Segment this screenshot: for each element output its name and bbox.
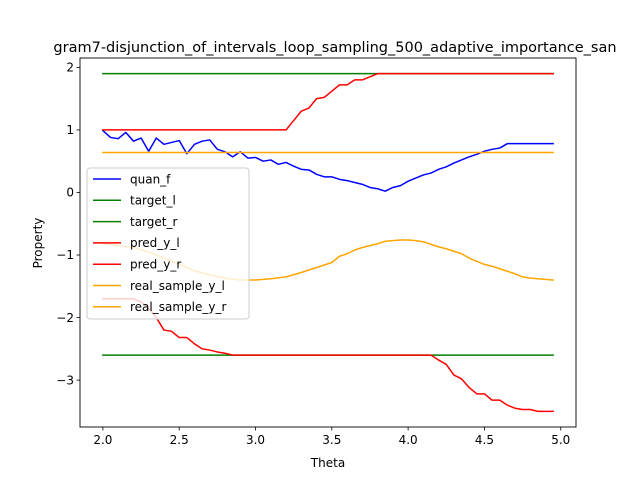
legend: quan_f target_l target_r pred_y_l pred_y_rre… bbox=[86, 167, 250, 320]
x-tick-label: 4.0 bbox=[399, 433, 418, 447]
x-tick-label: 3.0 bbox=[246, 433, 265, 447]
legend-label: target_l bbox=[130, 194, 176, 208]
x-tick-label: 3.5 bbox=[322, 433, 341, 447]
series-line-quan-f bbox=[101, 129, 554, 192]
y-tick-label: −2 bbox=[56, 311, 74, 325]
y-tick-label: −1 bbox=[56, 248, 74, 262]
plot-frame bbox=[79, 57, 577, 428]
y-axis: 2 1 0 −1 −2 −3 bbox=[56, 61, 80, 387]
y-tick-label: 2 bbox=[66, 61, 74, 75]
x-tick-label: 2.5 bbox=[170, 433, 189, 447]
x-tick-label: 2.0 bbox=[93, 433, 112, 447]
y-tick-label: −3 bbox=[56, 373, 74, 387]
legend-label: quan_f bbox=[130, 172, 171, 186]
legend-label: pred_y_l bbox=[130, 236, 180, 250]
legend-box bbox=[86, 167, 250, 320]
y-axis-label: Property bbox=[31, 218, 45, 269]
legend-label: real_sample_y_r bbox=[130, 300, 226, 314]
chart-title: gram7-disjunction_of_intervals_loop_samp… bbox=[53, 40, 616, 56]
x-tick-label: 4.5 bbox=[475, 433, 494, 447]
x-tick-label: 5.0 bbox=[551, 433, 570, 447]
series-line-pred-y-l bbox=[102, 298, 554, 413]
series-line-pred-y-r bbox=[102, 72, 554, 131]
y-tick-label: 0 bbox=[66, 186, 74, 200]
x-axis-label: Theta bbox=[310, 456, 345, 470]
legend-label: target_r bbox=[130, 215, 177, 229]
legend-label: real_sample_y_l bbox=[130, 279, 225, 293]
x-axis: 2.0 2.5 3.0 3.5 4.0 4.5 5.0 bbox=[93, 427, 570, 447]
legend-label: pred_y_r bbox=[130, 258, 181, 272]
y-tick-label: 1 bbox=[66, 123, 74, 137]
